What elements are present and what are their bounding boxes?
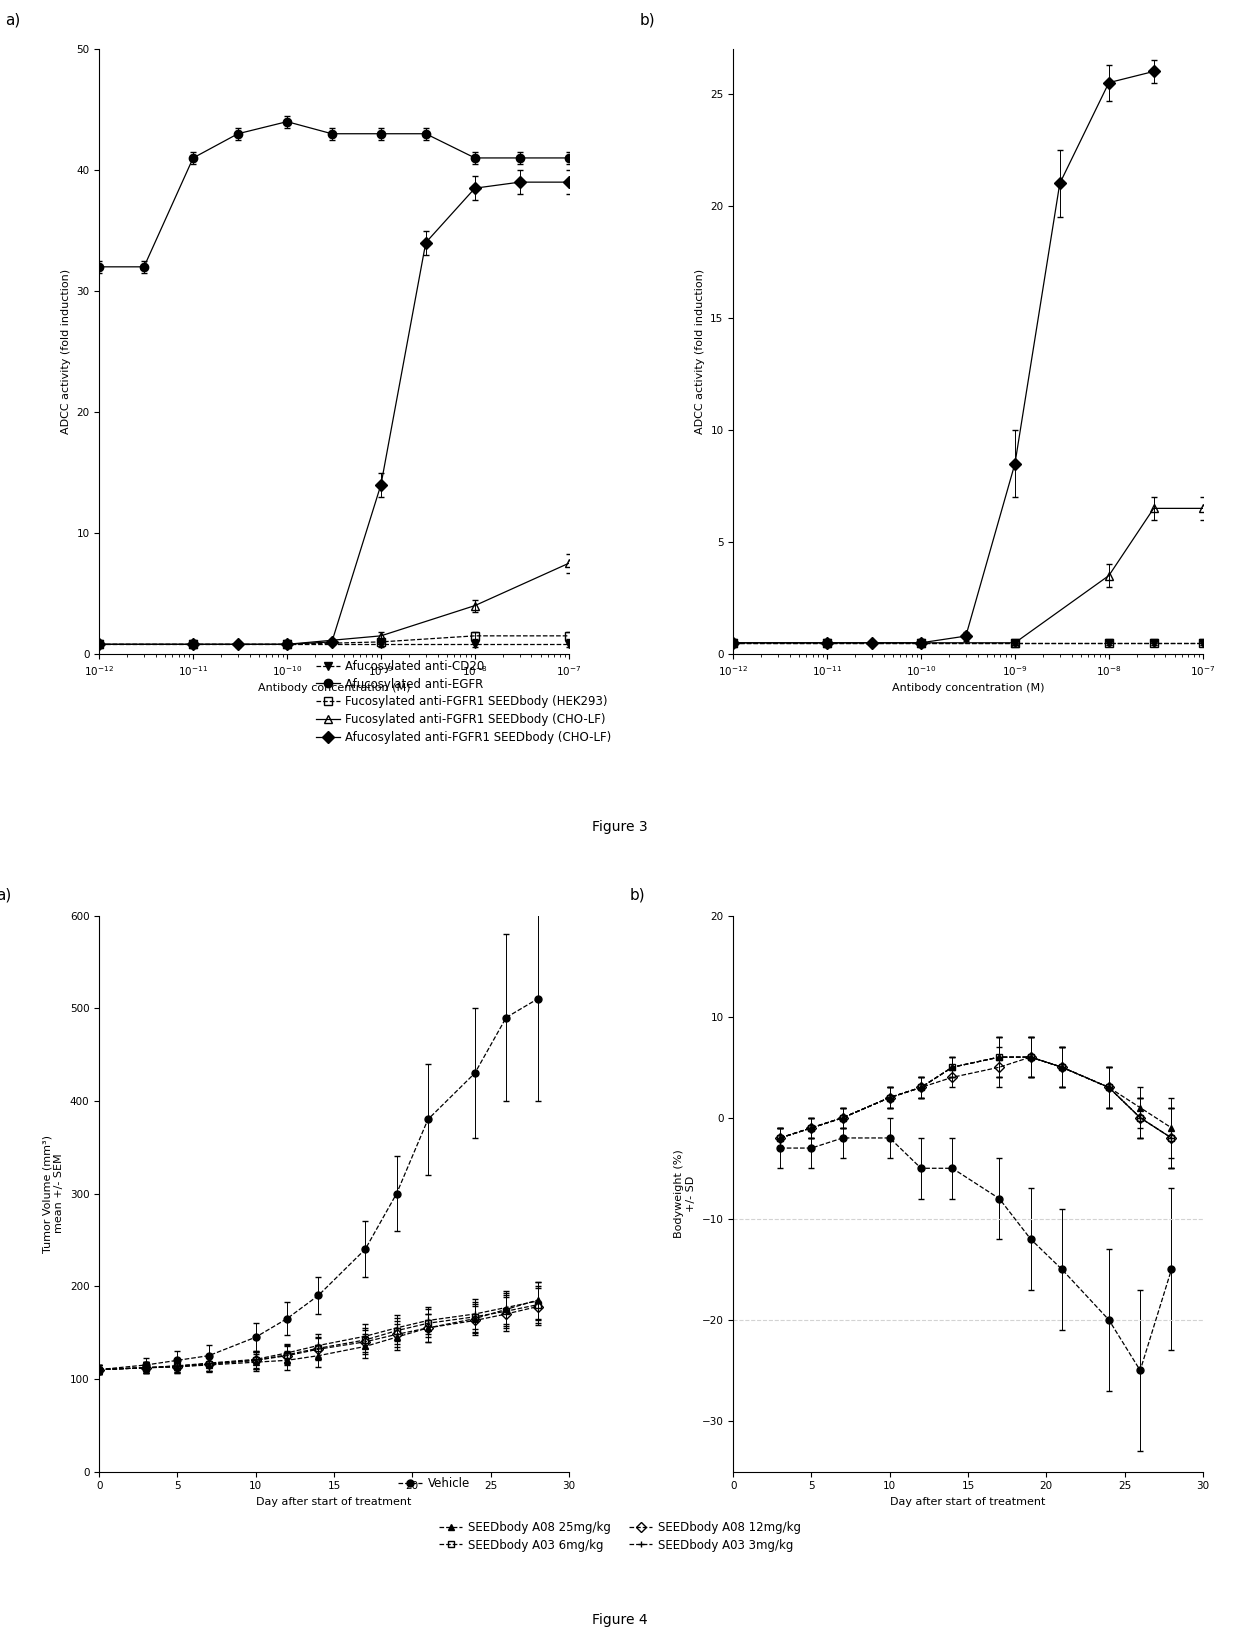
Legend: Afucosylated anti-CD20, Afucosylated anti-EGFR, Fucosylated anti-FGFR1 SEEDbody : Afucosylated anti-CD20, Afucosylated ant… (316, 661, 611, 744)
Legend: SEEDbody A08 25mg/kg, SEEDbody A03 6mg/kg, SEEDbody A08 12mg/kg, SEEDbody A03 3m: SEEDbody A08 25mg/kg, SEEDbody A03 6mg/k… (439, 1521, 801, 1552)
Text: Figure 3: Figure 3 (593, 819, 647, 834)
Text: b): b) (630, 888, 646, 903)
Text: Figure 4: Figure 4 (593, 1612, 647, 1627)
Text: a): a) (5, 13, 21, 28)
Y-axis label: Bodyweight (%)
+/- SD: Bodyweight (%) +/- SD (675, 1149, 696, 1238)
X-axis label: Antibody concentration (M): Antibody concentration (M) (892, 683, 1044, 693)
Text: a): a) (0, 888, 11, 903)
X-axis label: Day after start of treatment: Day after start of treatment (257, 1496, 412, 1507)
Text: b): b) (640, 13, 655, 28)
X-axis label: Day after start of treatment: Day after start of treatment (890, 1496, 1045, 1507)
Y-axis label: ADCC activity (fold induction): ADCC activity (fold induction) (61, 270, 71, 433)
Y-axis label: ADCC activity (fold induction): ADCC activity (fold induction) (694, 270, 704, 433)
Y-axis label: Tumor Volume (mm³)
mean +/- SEM: Tumor Volume (mm³) mean +/- SEM (42, 1135, 64, 1252)
X-axis label: Antibody concentration (M): Antibody concentration (M) (258, 683, 410, 693)
